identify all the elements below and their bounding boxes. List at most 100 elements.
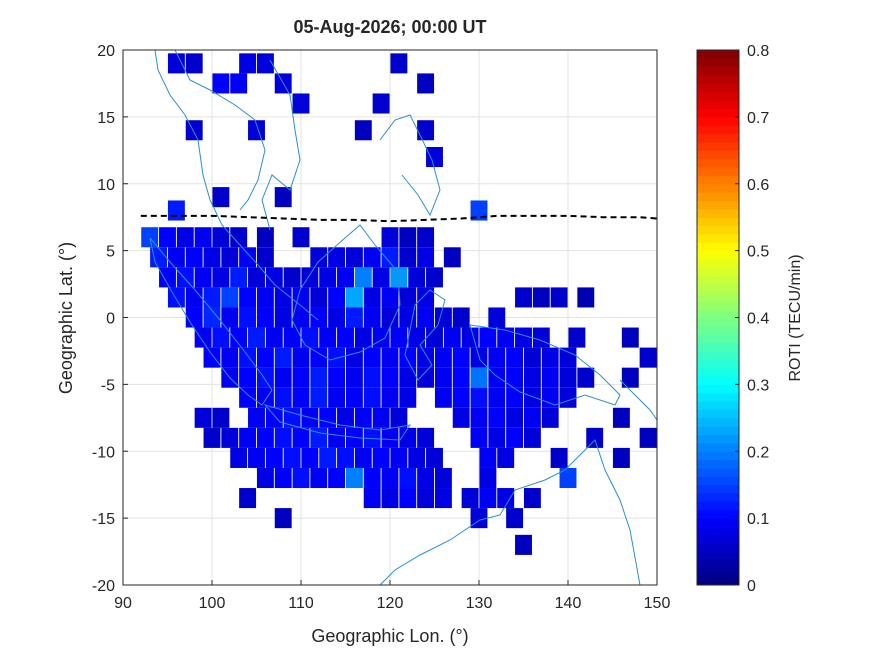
- tile: [434, 307, 452, 328]
- tile: [381, 467, 399, 489]
- tile: [274, 307, 292, 328]
- tile: [363, 467, 381, 489]
- coastline: [263, 404, 412, 441]
- tile: [185, 53, 203, 74]
- tile: [488, 347, 506, 368]
- tile: [559, 347, 577, 368]
- colorbar-swatch: [697, 309, 739, 318]
- tile: [310, 347, 328, 368]
- tile: [506, 508, 524, 529]
- tile: [363, 387, 381, 408]
- tile: [319, 407, 337, 428]
- tile: [381, 307, 399, 328]
- coastline: [149, 237, 273, 406]
- tile: [408, 327, 426, 348]
- tile: [523, 347, 541, 368]
- colorbar-swatch: [697, 451, 739, 461]
- x-tick-label: 120: [377, 595, 404, 612]
- tile: [292, 227, 310, 248]
- tile: [292, 367, 310, 388]
- tile: [417, 247, 435, 268]
- colorbar-swatch: [697, 576, 739, 586]
- tile: [399, 307, 417, 328]
- x-tick-label: 100: [199, 595, 226, 612]
- tile: [274, 287, 292, 308]
- tile: [345, 427, 363, 448]
- coastline: [379, 439, 641, 585]
- tile: [337, 407, 354, 428]
- colorbar-swatch: [697, 125, 739, 135]
- tile: [176, 227, 194, 248]
- tile: [470, 387, 488, 408]
- tile: [230, 73, 248, 94]
- tile: [479, 467, 497, 489]
- tile: [399, 387, 417, 408]
- colorbar-swatch: [697, 133, 739, 143]
- tile: [523, 488, 541, 509]
- tile: [443, 247, 461, 268]
- tile: [274, 187, 292, 208]
- tile: [345, 367, 363, 388]
- axes: 90 100 110 120 130 140 150 -20 -15 -10 -5 0 5 10 15 20: [92, 43, 671, 612]
- tile: [256, 227, 274, 248]
- tile: [248, 267, 265, 288]
- tile: [274, 367, 292, 388]
- colorbar-swatch: [697, 442, 739, 452]
- tile: [363, 367, 381, 388]
- tile: [390, 53, 408, 74]
- tile: [541, 367, 559, 388]
- tile: [319, 327, 337, 348]
- coastline: [619, 379, 657, 421]
- tile: [301, 267, 319, 288]
- colorbar: 0 0.1 0.2 0.3 0.4 0.5 0.6 0.7 0.8: [696, 43, 769, 595]
- tile: [221, 247, 239, 268]
- tile: [408, 447, 426, 468]
- tile: [497, 447, 515, 468]
- tile: [328, 467, 346, 489]
- tile: [239, 427, 257, 448]
- tile: [452, 407, 470, 428]
- colorbar-swatch: [697, 384, 739, 394]
- colorbar-swatch: [697, 66, 739, 76]
- colorbar-swatch: [697, 108, 739, 118]
- tile: [372, 327, 390, 348]
- colorbar-swatch: [697, 58, 739, 68]
- tile: [515, 327, 532, 348]
- tile: [274, 427, 292, 448]
- tile: [239, 247, 257, 268]
- tile: [399, 467, 417, 489]
- tile: [203, 287, 221, 308]
- colorbar-swatch: [697, 300, 739, 310]
- colorbar-swatch: [697, 417, 739, 427]
- tile: [577, 367, 595, 388]
- tile: [310, 467, 328, 489]
- tile: [221, 427, 239, 448]
- tile: [417, 120, 435, 141]
- tile: [434, 367, 452, 388]
- tile: [381, 247, 399, 268]
- tile: [292, 287, 310, 308]
- coastline: [154, 50, 319, 321]
- tiles: [141, 53, 657, 555]
- tile: [194, 267, 212, 288]
- tile: [399, 488, 417, 509]
- tile: [470, 427, 488, 448]
- colorbar-label: ROTI (TECU/min): [787, 254, 804, 381]
- tile: [639, 347, 657, 368]
- tile: [479, 447, 497, 468]
- colorbar-swatch: [697, 501, 739, 511]
- tile: [345, 347, 363, 368]
- tile: [185, 287, 203, 308]
- tile: [230, 227, 248, 248]
- tile: [497, 488, 515, 509]
- y-tick-label: -15: [92, 511, 115, 528]
- tile: [381, 367, 399, 388]
- tile: [488, 307, 506, 328]
- colorbar-swatch: [697, 284, 739, 293]
- tile: [488, 427, 506, 448]
- tile: [452, 387, 470, 408]
- tile: [523, 387, 541, 408]
- tile: [434, 347, 452, 368]
- tile: [256, 347, 274, 368]
- tile: [434, 387, 452, 408]
